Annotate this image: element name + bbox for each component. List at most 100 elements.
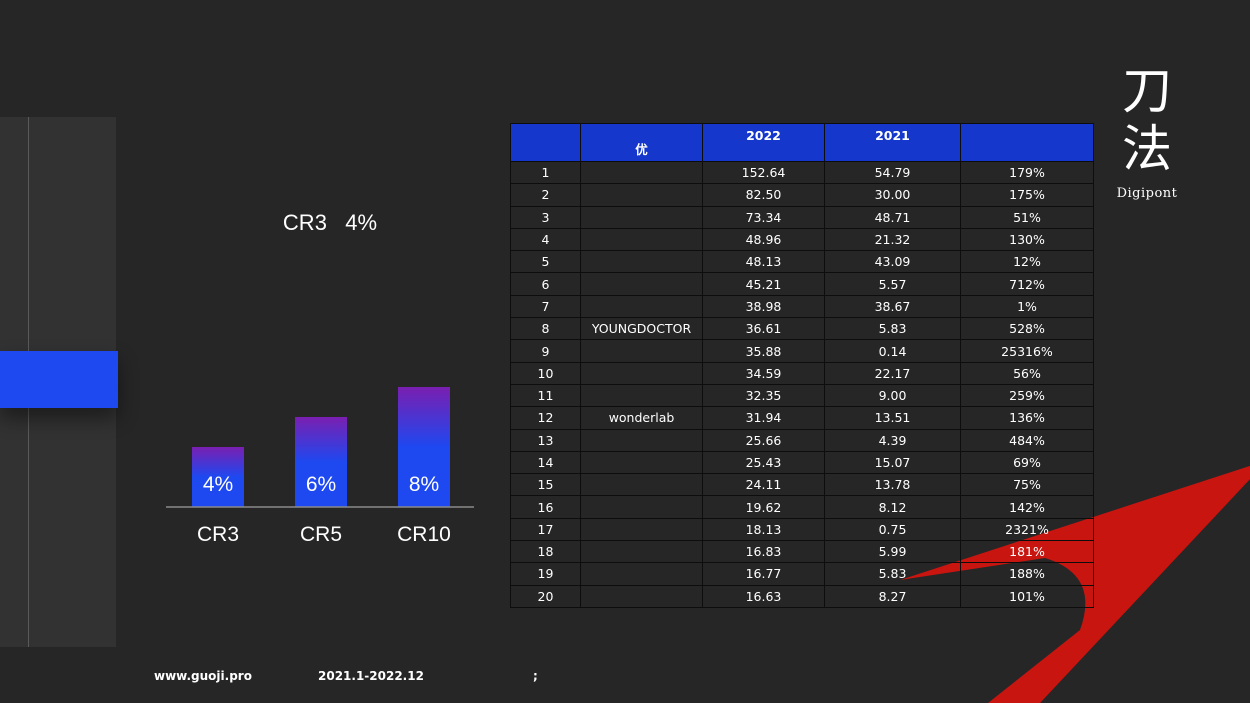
- cell-2022: 16.77: [702, 562, 825, 586]
- cell-growth: 259%: [960, 383, 1094, 408]
- cell-growth: 188%: [960, 562, 1094, 586]
- cell-2022: 48.13: [702, 250, 825, 274]
- cell-rank: 16: [510, 495, 581, 519]
- chart-title: CR3 4%: [282, 210, 378, 235]
- bar-cr10: [398, 387, 450, 507]
- cell-growth: 712%: [960, 272, 1094, 296]
- cell-2021: 8.12: [824, 495, 961, 519]
- cell-rank: 6: [510, 272, 581, 296]
- cell-2022: 19.62: [702, 495, 825, 519]
- cell-rank: 5: [510, 250, 581, 274]
- cell-growth: 181%: [960, 540, 1094, 564]
- logo-char-2: 法: [1122, 120, 1172, 178]
- cell-2022: 152.64: [702, 160, 825, 185]
- cell-rank: 15: [510, 473, 581, 497]
- cell-2022: 45.21: [702, 272, 825, 296]
- table-row: 8 YOUNGDOCTOR 36.61 5.83 528%: [510, 317, 1094, 341]
- cell-2022: 34.59: [702, 361, 825, 385]
- cell-2021: 54.79: [824, 160, 961, 185]
- cell-2021: 13.51: [824, 406, 961, 430]
- cell-2022: 16.83: [702, 540, 825, 564]
- table-row: 15 24.11 13.78 75%: [510, 473, 1094, 497]
- cell-2021: 13.78: [824, 473, 961, 497]
- cell-growth: 69%: [960, 450, 1094, 475]
- cell-2021: 5.83: [824, 317, 961, 341]
- cell-brand: [580, 227, 703, 252]
- header-growth: [960, 123, 1094, 162]
- bar-value-label: 6%: [306, 473, 336, 496]
- cell-2022: 31.94: [702, 406, 825, 430]
- table-row: 19 16.77 5.83 188%: [510, 562, 1094, 586]
- cell-growth: 101%: [960, 584, 1094, 608]
- table-row: 18 16.83 5.99 181%: [510, 540, 1094, 564]
- cell-2022: 16.63: [702, 584, 825, 608]
- concentration-bar-chart: 4% CR3 6% CR5 8% CR10: [166, 387, 474, 546]
- table-row: 13 25.66 4.39 484%: [510, 428, 1094, 452]
- table-row: 16 19.62 8.12 142%: [510, 495, 1094, 519]
- category-label: CR10: [397, 523, 451, 546]
- cell-growth: 484%: [960, 428, 1094, 452]
- cell-brand: wonderlab: [580, 406, 703, 430]
- cell-rank: 8: [510, 317, 581, 341]
- cell-brand: [580, 540, 703, 564]
- footer-note: ;: [533, 669, 538, 683]
- cell-2022: 25.66: [702, 428, 825, 452]
- cell-rank: 2: [510, 183, 581, 207]
- table-row: 4 48.96 21.32 130%: [510, 227, 1094, 252]
- cell-2021: 8.27: [824, 584, 961, 608]
- cell-growth: 130%: [960, 227, 1094, 252]
- red-swoosh-decoration: [900, 465, 1250, 703]
- blue-accent-bar: [0, 351, 118, 408]
- cell-brand: [580, 250, 703, 274]
- cell-2021: 22.17: [824, 361, 961, 385]
- cell-rank: 1: [510, 160, 581, 185]
- cell-2021: 0.14: [824, 339, 961, 363]
- bar-cr5: [295, 417, 347, 507]
- bar-cr3: [192, 447, 244, 507]
- cell-brand: [580, 517, 703, 542]
- cell-2022: 38.98: [702, 294, 825, 319]
- cell-rank: 3: [510, 205, 581, 229]
- table-row: 3 73.34 48.71 51%: [510, 205, 1094, 229]
- cell-brand: [580, 383, 703, 408]
- cell-growth: 25316%: [960, 339, 1094, 363]
- table-header-row: 优 2022 2021: [510, 123, 1094, 162]
- cell-brand: [580, 495, 703, 519]
- footer-period: 2021.1-2022.12: [318, 669, 424, 683]
- cell-2022: 25.43: [702, 450, 825, 475]
- category-label: CR5: [300, 523, 342, 546]
- cell-rank: 11: [510, 383, 581, 408]
- cell-growth: 56%: [960, 361, 1094, 385]
- table-row: 2 82.50 30.00 175%: [510, 183, 1094, 207]
- cell-2021: 4.39: [824, 428, 961, 452]
- cell-rank: 17: [510, 517, 581, 542]
- table-row: 12 wonderlab 31.94 13.51 136%: [510, 406, 1094, 430]
- bar-value-label: 8%: [409, 473, 439, 496]
- cell-2021: 0.75: [824, 517, 961, 542]
- bar-value-label: 4%: [203, 473, 233, 496]
- cell-growth: 528%: [960, 317, 1094, 341]
- header-rank: [510, 123, 581, 162]
- cell-rank: 12: [510, 406, 581, 430]
- cell-growth: 51%: [960, 205, 1094, 229]
- cell-rank: 13: [510, 428, 581, 452]
- cell-growth: 175%: [960, 183, 1094, 207]
- cell-2021: 15.07: [824, 450, 961, 475]
- cell-brand: [580, 183, 703, 207]
- cell-2021: 9.00: [824, 383, 961, 408]
- cell-rank: 19: [510, 562, 581, 586]
- cell-growth: 2321%: [960, 517, 1094, 542]
- cell-brand: [580, 473, 703, 497]
- cell-brand: [580, 584, 703, 608]
- cell-rank: 20: [510, 584, 581, 608]
- table-row: 14 25.43 15.07 69%: [510, 450, 1094, 475]
- cell-brand: [580, 339, 703, 363]
- cell-brand: [580, 294, 703, 319]
- logo-wordmark: Digipont: [1116, 186, 1178, 201]
- cell-2022: 18.13: [702, 517, 825, 542]
- cell-2021: 5.99: [824, 540, 961, 564]
- table-row: 7 38.98 38.67 1%: [510, 294, 1094, 319]
- header-2022: 2022: [702, 123, 825, 162]
- header-brand: 优: [580, 123, 703, 162]
- cell-2022: 35.88: [702, 339, 825, 363]
